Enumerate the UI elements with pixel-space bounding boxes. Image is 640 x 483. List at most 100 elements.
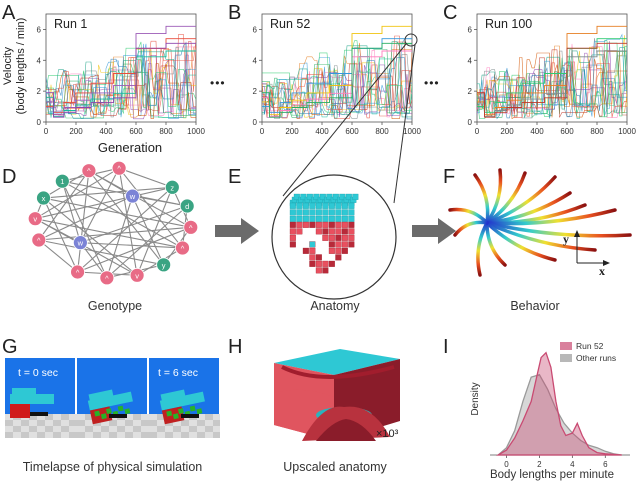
voxel-red <box>322 234 329 241</box>
best-velocity-trace <box>46 42 196 118</box>
sim-floor-tile <box>69 426 77 432</box>
best-velocity-trace <box>262 42 412 118</box>
sim-floor-tile <box>101 432 109 438</box>
behavior-caption: Behavior <box>510 299 560 313</box>
sim-floor-tile <box>109 426 117 432</box>
upscaled-top-face <box>274 349 400 375</box>
velocity-trace <box>262 41 412 119</box>
velocity-trace <box>477 67 627 120</box>
genotype-node-label: y <box>162 261 166 270</box>
sim-floor-tile <box>13 426 21 432</box>
sim-floor-tile <box>45 426 53 432</box>
sim-floor-tile <box>213 426 220 432</box>
sim-floor-tile <box>29 426 37 432</box>
genotype-edge <box>43 197 138 276</box>
voxel-cyan <box>302 202 309 209</box>
genotype-edge <box>132 195 188 207</box>
robot-green-voxel <box>94 410 101 417</box>
voxel-red <box>309 241 316 248</box>
genotype-node-label: ^ <box>117 164 121 173</box>
anatomy-caption: Anatomy <box>310 299 360 313</box>
sim-floor-tile <box>85 426 93 432</box>
upscaled-caption: Upscaled anatomy <box>283 460 387 474</box>
genotype-edge <box>35 218 183 249</box>
sim-floor-tile <box>205 414 213 420</box>
sim-floor-tile <box>149 432 157 438</box>
genotype-edge <box>61 181 81 243</box>
voxel-red <box>348 241 355 248</box>
genotype-edge <box>77 186 173 273</box>
genotype-node-label: w <box>77 239 84 248</box>
sim-floor-tile <box>197 432 205 438</box>
best-velocity-trace <box>46 25 196 116</box>
axis-x-arrowhead <box>603 260 610 266</box>
run-panel-3: Run 100 0 2 4 6 0 200 400 600 800 1000 <box>468 13 636 136</box>
sim-floor-tile <box>133 432 141 438</box>
y-tick-label: 2 <box>253 87 258 96</box>
genotype-node-label: ^ <box>37 236 41 245</box>
genotype-node <box>54 173 70 189</box>
x-tick-label: 4 <box>570 460 575 469</box>
sim-floor-tile <box>77 420 85 426</box>
sim-floor-tile <box>205 420 213 426</box>
voxel-cyan <box>315 209 322 216</box>
robot-body <box>10 404 30 418</box>
x-tick-label: 200 <box>69 127 83 136</box>
voxel-red <box>322 228 329 235</box>
genotype-node <box>156 257 172 273</box>
panel-label-b: B <box>228 2 242 24</box>
trajectory <box>448 207 489 225</box>
genotype-node-label: v <box>33 215 37 224</box>
sim-floor-tile <box>133 414 141 420</box>
genotype-edge <box>38 239 78 273</box>
robot-green-voxel <box>189 405 196 412</box>
robot-top <box>87 391 133 411</box>
x-tick-label: 200 <box>500 127 514 136</box>
sim-floor-tile <box>77 414 85 420</box>
x-tick-label: 0 <box>44 127 49 136</box>
behavior-axis-x-label: x <box>599 264 605 278</box>
robot-top <box>10 394 54 404</box>
voxel-cyan <box>315 202 322 209</box>
genotype-node <box>111 160 127 176</box>
sim-floor-tile <box>141 414 149 420</box>
velocity-trace <box>477 40 627 119</box>
voxel-red <box>309 221 316 228</box>
panel-label-i: I <box>443 336 449 358</box>
velocity-trace <box>477 62 627 118</box>
sim-floor-tile <box>117 426 125 432</box>
voxel-cyan <box>315 215 322 222</box>
sim-floor-tile <box>69 414 77 420</box>
genotype-node-label: d <box>185 202 189 211</box>
sim-floor-tile <box>125 420 133 426</box>
voxel-cyan <box>341 215 348 222</box>
genotype-edge <box>106 205 188 279</box>
panel-label-g: G <box>2 336 18 358</box>
velocity-trace <box>477 47 628 118</box>
sim-floor-tile <box>93 426 101 432</box>
upscaled-inner-shadow <box>316 419 376 441</box>
panel-label-e: E <box>228 166 242 188</box>
sim-floor-tile <box>61 432 69 438</box>
voxel-red <box>289 241 296 248</box>
voxel-cyan <box>341 202 348 209</box>
voxel-red <box>341 234 348 241</box>
x-tick-label: 800 <box>159 127 173 136</box>
voxel-red <box>335 228 342 235</box>
best-velocity-trace <box>262 50 412 117</box>
x-tick-label: 1000 <box>187 127 205 136</box>
voxel-cyan <box>341 209 348 216</box>
zoom-circle-small <box>404 33 418 47</box>
sim-time-start: t = 0 sec <box>18 367 58 379</box>
genotype-node-label: x <box>42 194 46 203</box>
y-tick-label: 0 <box>468 118 473 127</box>
voxel-cyan <box>296 202 303 209</box>
sim-floor-tile <box>205 432 213 438</box>
sim-floor-tile <box>77 426 85 432</box>
genotype-edge <box>43 197 191 228</box>
trajectory <box>476 221 489 277</box>
voxel-red <box>328 234 335 241</box>
sim-frame-2 <box>77 358 149 438</box>
legend-swatch <box>560 342 572 350</box>
robot-top <box>159 391 205 411</box>
